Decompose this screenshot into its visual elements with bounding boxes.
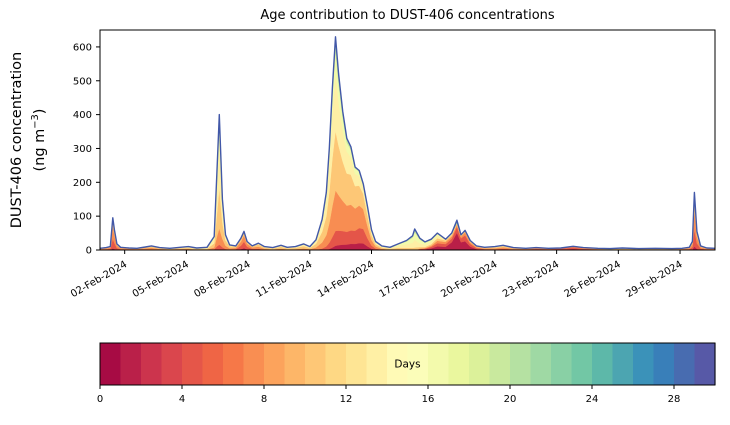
total-concentration-line: [99, 36, 716, 250]
x-tick-label: 17-Feb-2024: [378, 259, 438, 300]
colorbar-segment: [120, 343, 142, 385]
colorbar-label: Days: [394, 359, 420, 371]
age-band-b3: [99, 130, 716, 251]
age-band-b8: [99, 36, 716, 249]
colorbar: Days 0 4 8 12 16 20 24 28: [97, 342, 716, 405]
age-band-b4: [99, 72, 716, 250]
colorbar-segment: [305, 343, 327, 385]
colorbar-segment: [407, 343, 429, 385]
colorbar-segment: [223, 343, 245, 385]
x-tick-label: 02-Feb-2024: [69, 259, 129, 300]
x-tick-label: 11-Feb-2024: [254, 259, 314, 300]
colorbar-segment: [694, 343, 716, 385]
colorbar-tick-label: 16: [422, 394, 435, 405]
chart-title: Age contribution to DUST-406 concentrati…: [260, 8, 555, 23]
colorbar-segment: [428, 343, 450, 385]
x-tick-label: 08-Feb-2024: [192, 259, 252, 300]
colorbar-tick-label: 20: [504, 394, 517, 405]
x-tick-label: 23-Feb-2024: [501, 259, 561, 300]
colorbar-segment: [182, 343, 204, 385]
age-band-b9: [99, 36, 716, 249]
colorbar-segment: [571, 343, 593, 385]
colorbar-segment: [674, 343, 696, 385]
colorbar-tick-label: 8: [261, 394, 267, 405]
colorbar-segment: [284, 343, 306, 385]
colorbar-segment: [243, 343, 265, 385]
y-tick-label: 600: [73, 42, 92, 53]
y-tick-label: 500: [73, 76, 92, 87]
y-tick-label: 300: [73, 144, 92, 155]
age-band-b6: [99, 40, 716, 249]
age-band-b5: [99, 49, 716, 249]
colorbar-segment: [346, 343, 368, 385]
colorbar-segment: [141, 343, 163, 385]
colorbar-segment: [264, 343, 286, 385]
colorbar-segment: [325, 343, 347, 385]
colorbar-segment: [551, 343, 573, 385]
x-tick-label: 14-Feb-2024: [316, 259, 376, 300]
colorbar-tick-label: 4: [179, 394, 185, 405]
colorbar-segment: [100, 343, 122, 385]
x-tick-label: 20-Feb-2024: [439, 259, 499, 300]
x-tick-label: 29-Feb-2024: [624, 259, 684, 300]
colorbar-tick-label: 12: [340, 394, 353, 405]
colorbar-segment: [202, 343, 224, 385]
y-tick-label: 0: [86, 246, 92, 257]
colorbar-tick-label: 0: [97, 394, 103, 405]
x-tick-label: 05-Feb-2024: [131, 259, 191, 300]
colorbar-segment: [387, 343, 409, 385]
y-tick-label: 100: [73, 212, 92, 223]
axes: 0 100 200 300 400 500 600 02-Feb-2024 05-Feb-202…: [69, 29, 716, 300]
y-tick-label: 400: [73, 110, 92, 121]
colorbar-segment: [161, 343, 183, 385]
colorbar-segment: [530, 343, 552, 385]
colorbar-segment: [366, 343, 388, 385]
colorbar-tick-label: 24: [586, 394, 599, 405]
colorbar-tick-label: 28: [668, 394, 681, 405]
x-tick-label: 26-Feb-2024: [563, 259, 623, 300]
y-tick-label: 200: [73, 178, 92, 189]
stacked-areas: [99, 36, 716, 251]
colorbar-segment: [469, 343, 491, 385]
colorbar-segment: [633, 343, 655, 385]
colorbar-segment: [510, 343, 532, 385]
colorbar-segment: [612, 343, 634, 385]
colorbar-segment: [592, 343, 614, 385]
colorbar-segment: [489, 343, 511, 385]
age-band-b7: [99, 36, 716, 249]
colorbar-segment: [653, 343, 675, 385]
colorbar-segment: [448, 343, 470, 385]
